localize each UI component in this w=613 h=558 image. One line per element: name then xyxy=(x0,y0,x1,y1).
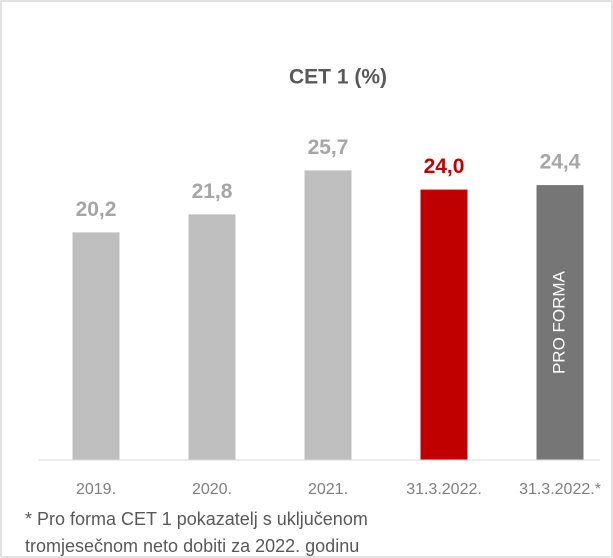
value-label: 24,0 xyxy=(424,155,465,178)
value-label: 21,8 xyxy=(192,180,233,203)
bar xyxy=(72,232,120,460)
value-label: 20,2 xyxy=(76,198,117,221)
x-tick-label: 2021. xyxy=(308,481,348,498)
x-tick-label: 2020. xyxy=(192,481,232,498)
bar xyxy=(420,189,468,460)
footnote: tromjesečnom neto dobiti za 2022. godinu xyxy=(25,536,359,556)
footnote: * Pro forma CET 1 pokazatelj s uključeno… xyxy=(25,509,368,529)
x-tick-label: 2019. xyxy=(76,481,116,498)
bar xyxy=(536,185,584,461)
bar xyxy=(188,214,236,460)
value-label: 25,7 xyxy=(308,136,349,159)
bar xyxy=(304,170,352,461)
x-tick-label: 31.3.2022.* xyxy=(519,481,601,498)
chart-title: CET 1 (%) xyxy=(289,66,387,89)
bar-annotation: PRO FORMA xyxy=(549,270,568,374)
value-label: 24,4 xyxy=(540,151,581,174)
x-tick-label: 31.3.2022. xyxy=(406,481,482,498)
